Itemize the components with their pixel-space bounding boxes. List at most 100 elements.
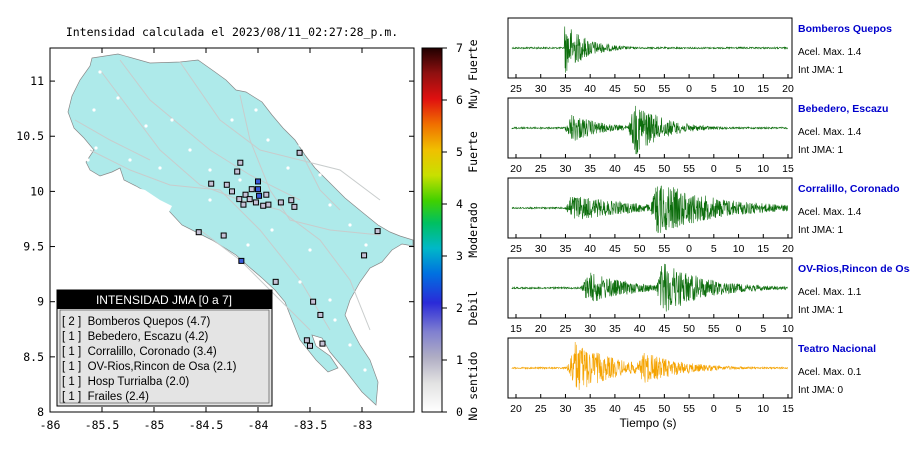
station-marker	[361, 252, 368, 259]
city-marker	[116, 96, 120, 100]
city-marker	[348, 343, 352, 347]
waveform-tick-label: 5	[760, 323, 766, 335]
station-marker	[296, 149, 303, 156]
colorbar-tick-label: 1	[456, 353, 463, 367]
station-marker	[236, 196, 243, 203]
waveform-tick-label: 30	[560, 163, 572, 175]
waveform-tick-label: 15	[782, 403, 794, 415]
waveform-panel: 20 25 30 35 40 45 50 55 0 5 10 15 Bebedero, Escazu Ac…	[507, 97, 888, 175]
map-y-tick-label: 11	[30, 74, 44, 88]
colorbar-tick-label: 7	[456, 41, 463, 55]
station-marker	[374, 228, 381, 235]
map-y-tick-label: 8.5	[23, 350, 44, 364]
waveform-tick-label: 25	[560, 323, 572, 335]
station-name: Teatro Nacional	[798, 343, 876, 355]
city-marker	[333, 318, 337, 322]
waveform-tick-label: 15	[757, 83, 769, 95]
waveform-tick-label: 40	[584, 243, 596, 255]
station-marker	[272, 278, 279, 285]
waveform-tick-label: 5	[711, 243, 717, 255]
colorbar-ticks: 0 1 2 3 4 5 6 7	[442, 41, 463, 419]
waveform-tick-label: 35	[609, 323, 621, 335]
station-acel-max: Acel. Max. 1.1	[798, 287, 862, 298]
city-marker	[254, 108, 258, 112]
waveform-tick-label: 10	[757, 163, 769, 175]
station-marker	[252, 199, 259, 206]
station-marker	[223, 181, 230, 188]
station-name: Bomberos Quepos	[798, 23, 892, 35]
waveform-tick-label: 10	[733, 243, 745, 255]
map-y-tick-label: 10.5	[16, 129, 44, 143]
map-x-tick-label: -84.5	[189, 418, 224, 432]
city-marker	[363, 368, 367, 372]
station-marker	[229, 188, 235, 195]
waveform-xlabel: Tiempo (s)	[620, 416, 677, 430]
waveform-tick-label: 30	[535, 83, 547, 95]
waveform-tick-label: 55	[659, 83, 671, 95]
colorbar-intensity-label: Moderado	[466, 202, 480, 257]
legend-title: INTENSIDAD JMA [0 a 7]	[96, 293, 232, 307]
cities	[86, 70, 368, 372]
station-marker	[310, 298, 317, 305]
waveform-tick-label: 50	[659, 403, 671, 415]
legend-item: [ 1 ] Bebedero, Escazu (4.2)	[62, 331, 209, 343]
legend-item: [ 2 ] Bomberos Quepos (4.7)	[62, 316, 210, 328]
waveform-tick-label: 40	[609, 403, 621, 415]
station-marker	[255, 178, 261, 185]
station-marker	[234, 168, 241, 175]
station-marker	[195, 229, 202, 236]
station-marker	[307, 342, 313, 349]
waveform-tick-label: 20	[782, 83, 794, 95]
legend: INTENSIDAD JMA [0 a 7] [ 2 ] Bomberos Qu…	[56, 289, 273, 407]
city-marker	[318, 173, 322, 177]
city-marker	[270, 228, 274, 232]
colorbar	[421, 47, 443, 413]
waveform-tick-label: 35	[584, 403, 596, 415]
map-x-tick-label: -85.5	[85, 418, 120, 432]
waveform-tick-label: 40	[584, 83, 596, 95]
colorbar-intensity-label: Fuerte	[466, 131, 480, 173]
waveform-tick-label: 0	[686, 83, 692, 95]
waveform-tick-label: 30	[584, 323, 596, 335]
station-acel-max: Acel. Max. 1.4	[798, 47, 862, 58]
waveform-tick-label: 25	[510, 243, 522, 255]
waveform-panel: 15 20 25 30 35 40 45 50 55 0 5 10 OV-Rios,Rincon de …	[507, 257, 910, 335]
waveform-tick-label: 55	[683, 163, 695, 175]
city-marker	[364, 243, 368, 247]
waveform-tick-label: 15	[782, 163, 794, 175]
waveform-tick-label: 0	[711, 163, 717, 175]
station-acel-max: Acel. Max. 1.4	[798, 207, 862, 218]
waveform-tick-label: 10	[782, 323, 794, 335]
legend-item: [ 1 ] OV-Rios,Rincon de Osa (2.1)	[62, 361, 237, 373]
city-marker	[128, 158, 132, 162]
colorbar-tick-label: 6	[456, 93, 463, 107]
waveform-tick-label: 25	[510, 83, 522, 95]
city-marker	[170, 118, 174, 122]
station-int-jma: Int JMA: 1	[798, 305, 843, 316]
city-marker	[86, 158, 90, 162]
city-marker	[328, 298, 332, 302]
waveform-tick-label: 25	[535, 403, 547, 415]
waveform-tick-label: 55	[659, 243, 671, 255]
colorbar-labels: No sentido Debil Moderado Fuerte Muy Fuerte	[466, 39, 480, 420]
city-marker	[208, 168, 212, 172]
waveform-tick-label: 40	[609, 163, 621, 175]
map-title: Intensidad calculada el 2023/08/11_02:27…	[66, 25, 398, 39]
station-marker	[246, 196, 253, 203]
waveform-trace	[511, 26, 788, 73]
map-x-tick-label: -84	[248, 418, 269, 432]
station-name: Corralillo, Coronado	[798, 183, 900, 195]
waveform-tick-label: 50	[634, 243, 646, 255]
waveform-trace	[511, 105, 788, 155]
station-acel-max: Acel. Max. 0.1	[798, 367, 862, 378]
station-int-jma: Int JMA: 1	[798, 225, 843, 236]
waveform-tick-label: 35	[584, 163, 596, 175]
city-marker	[208, 198, 212, 202]
station-marker	[317, 311, 324, 318]
waveform-tick-label: 45	[609, 83, 621, 95]
station-marker	[255, 186, 261, 193]
waveform-tick-label: 0	[711, 403, 717, 415]
map-x-tick-label: -86	[40, 418, 61, 432]
colorbar-tick-label: 3	[456, 249, 463, 263]
